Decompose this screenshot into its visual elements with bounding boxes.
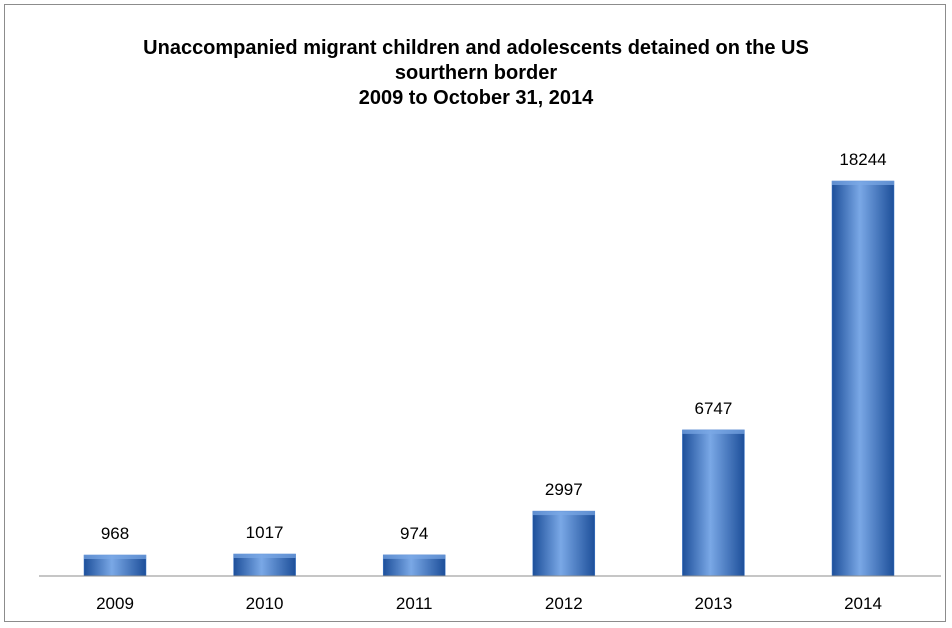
- bar-2012: [532, 510, 596, 577]
- x-tick-label-2009: 2009: [96, 594, 134, 613]
- data-label-2014: 18244: [839, 150, 886, 169]
- bar-2013: [682, 429, 745, 577]
- data-label-2013: 6747: [694, 399, 732, 418]
- bar-chart: Unaccompanied migrant children and adole…: [39, 37, 941, 613]
- bar-top-highlight-2009: [84, 555, 146, 559]
- chart-title-line-3: 2009 to October 31, 2014: [359, 87, 594, 109]
- chart-title-line-2: sourthern border: [395, 62, 557, 84]
- bar-top-highlight-2014: [832, 181, 894, 185]
- bar-2014: [831, 180, 895, 577]
- x-tick-label-2014: 2014: [844, 594, 882, 613]
- x-tick-label-2011: 2011: [396, 594, 433, 613]
- bar-top-highlight-2012: [532, 511, 595, 516]
- data-label-2009: 968: [101, 524, 129, 543]
- x-tick-label-2012: 2012: [545, 594, 583, 613]
- bar-top-highlight-2011: [383, 554, 446, 559]
- chart-title-line-1: Unaccompanied migrant children and adole…: [143, 37, 809, 59]
- x-tick-label-2010: 2010: [246, 594, 284, 613]
- bars-group: [83, 180, 895, 577]
- bar-top-highlight-2010: [233, 554, 296, 558]
- chart-frame: Unaccompanied migrant children and adole…: [4, 4, 946, 622]
- data-label-2010: 1017: [246, 523, 284, 542]
- data-labels-group: 968 1017 974 2997 6747 18244: [101, 150, 887, 543]
- bar-top-highlight-2013: [682, 429, 745, 434]
- chart-title: Unaccompanied migrant children and adole…: [143, 37, 809, 109]
- x-tick-label-2013: 2013: [694, 594, 732, 613]
- data-label-2011: 974: [400, 524, 428, 543]
- data-label-2012: 2997: [545, 480, 583, 499]
- x-tick-labels-group: 2009 2010 2011 2012 2013 2014: [96, 594, 882, 613]
